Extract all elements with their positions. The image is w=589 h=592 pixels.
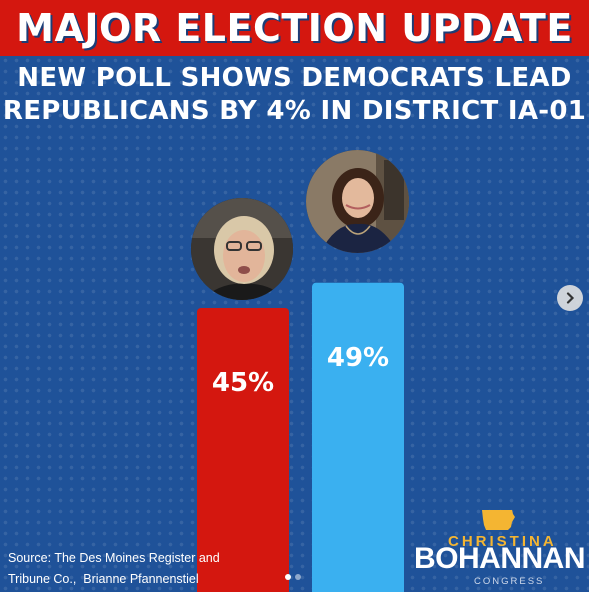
- carousel-dot-1[interactable]: [285, 574, 291, 580]
- headline-line-2: REPUBLICANS BY 4% IN DISTRICT IA-01: [2, 96, 587, 126]
- candidate-portrait-image: [306, 150, 409, 253]
- bar-republican: [197, 308, 289, 592]
- banner-title: MAJOR ELECTION UPDATE: [16, 6, 573, 50]
- source-caption: Source: The Des Moines Register and Tribu…: [8, 548, 220, 590]
- bar-democrat: [312, 282, 404, 592]
- headline-line-1: NEW POLL SHOWS DEMOCRATS LEAD: [17, 63, 572, 93]
- candidate-portrait-image: [191, 198, 293, 300]
- carousel-dot-2[interactable]: [295, 574, 301, 580]
- top-banner: MAJOR ELECTION UPDATE: [0, 0, 589, 56]
- democratic-candidate-photo: [306, 150, 409, 253]
- bar-label-democrat: 49%: [327, 343, 389, 373]
- campaign-logo: CHRISTINA BOHANNAN CONGRESS: [414, 506, 586, 588]
- logo-last-name: BOHANNAN: [414, 542, 586, 575]
- next-slide-button[interactable]: [557, 285, 583, 311]
- logo-subtitle: CONGRESS: [474, 576, 545, 587]
- logo-first-name: CHRISTINA: [448, 533, 557, 550]
- bar-label-republican: 45%: [212, 368, 274, 398]
- chevron-right-icon: [566, 292, 575, 304]
- headline: NEW POLL SHOWS DEMOCRATS LEAD REPUBLICAN…: [0, 62, 589, 128]
- republican-candidate-photo: [191, 198, 293, 300]
- source-line-1: Source: The Des Moines Register and: [8, 551, 220, 565]
- carousel-indicator: [285, 574, 301, 580]
- source-line-2: Tribune Co., Brianne Pfannenstiel: [8, 572, 199, 586]
- iowa-state-icon: [482, 510, 515, 530]
